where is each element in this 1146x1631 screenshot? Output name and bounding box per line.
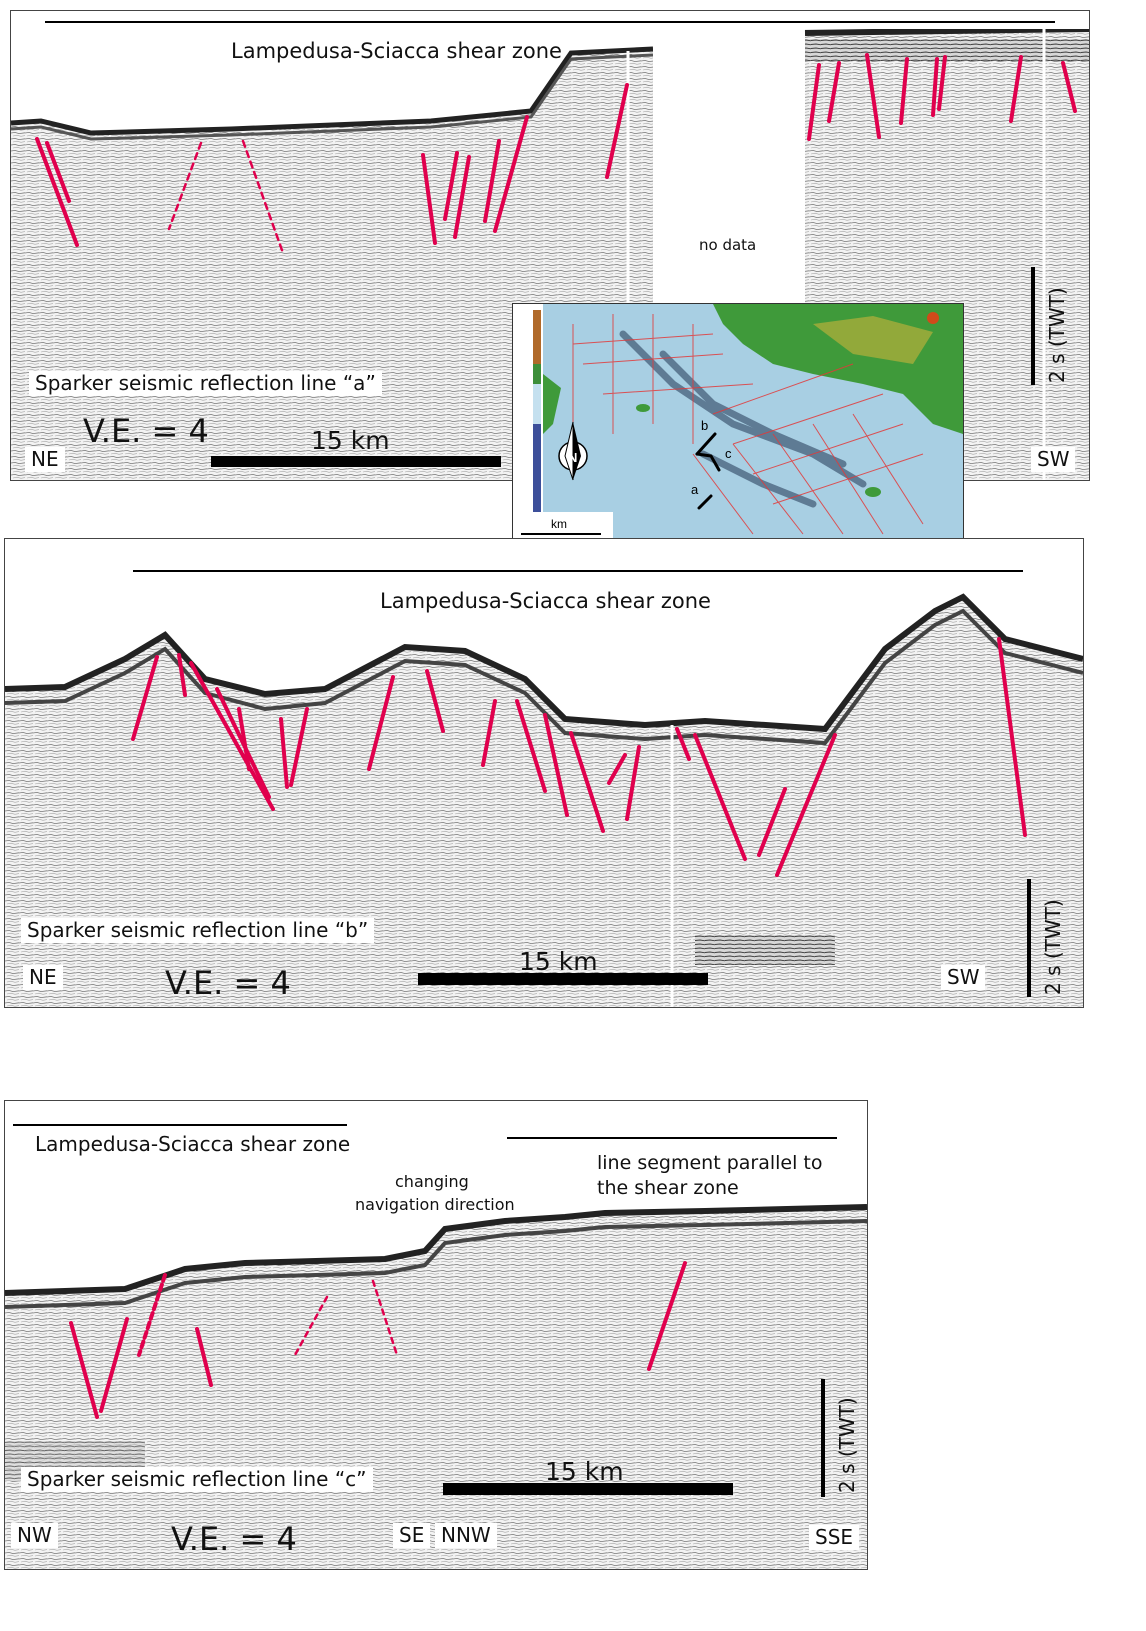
line-label-b: Sparker seismic reflection line “b” — [21, 918, 375, 943]
seismic-panel-c: Lampedusa-Sciacca shear zone changing na… — [4, 1100, 868, 1570]
north-arrow-icon: N — [558, 421, 588, 481]
shear-zone-line-b — [133, 570, 1023, 572]
inset-map-graphic: b c a N km — [513, 304, 963, 538]
direction-right-b: SW — [941, 965, 986, 990]
scale-bar-a — [211, 456, 501, 467]
ve-label-c: V.E. = 4 — [171, 1520, 297, 1558]
line-label-c: Sparker seismic reflection line “c” — [21, 1467, 373, 1492]
scale-label-c: 15 km — [545, 1457, 624, 1486]
twt-bar-a — [1031, 267, 1035, 385]
direction-nw: NW — [11, 1523, 58, 1548]
inset-line-label-b: b — [701, 418, 708, 433]
note-parallel-line1: line segment parallel to — [597, 1152, 823, 1174]
inset-line-label-c: c — [725, 446, 732, 461]
seafloor-a-left — [11, 46, 654, 136]
line-label-a: Sparker seismic reflection line “a” — [29, 371, 382, 396]
scale-bar-b — [418, 973, 708, 985]
faults-b — [131, 637, 1027, 877]
seafloor-b — [5, 593, 1083, 733]
inset-scale-unit: km — [551, 517, 567, 531]
water-column-b — [5, 539, 1083, 729]
svg-text:N: N — [568, 450, 577, 465]
note-changing-line1: changing — [395, 1172, 469, 1191]
shear-zone-line-c-right — [507, 1137, 837, 1139]
direction-se: SE — [393, 1523, 431, 1548]
twt-label-a: 2 s (TWT) — [1045, 287, 1069, 383]
no-data-gap — [653, 11, 805, 311]
seafloor-a-right — [804, 26, 1089, 36]
shear-zone-line-c-left — [13, 1124, 347, 1126]
note-changing-line2: navigation direction — [355, 1195, 515, 1214]
twt-bar-c — [821, 1379, 825, 1497]
direction-sse: SSE — [809, 1525, 860, 1550]
direction-right-a: SW — [1031, 447, 1076, 472]
survey-lines — [572, 314, 924, 535]
profile-lines — [695, 432, 721, 510]
ve-label-a: V.E. = 4 — [83, 412, 209, 450]
twt-label-c: 2 s (TWT) — [835, 1397, 859, 1493]
twt-bar-b — [1027, 879, 1031, 997]
shear-zone-title-b: Lampedusa-Sciacca shear zone — [380, 589, 711, 613]
direction-left-a: NE — [25, 447, 65, 472]
water-column-c — [5, 1101, 867, 1293]
direction-nnw: NNW — [435, 1523, 497, 1548]
scale-bar-c — [443, 1483, 733, 1495]
direction-left-b: NE — [23, 965, 63, 990]
africa-coast — [543, 374, 561, 434]
faults-c — [69, 1261, 687, 1419]
location-inset-map: b c a N km — [512, 303, 964, 539]
inset-line-label-a: a — [691, 482, 699, 497]
shear-zone-title-c: Lampedusa-Sciacca shear zone — [35, 1132, 351, 1156]
no-data-label: no data — [699, 236, 757, 254]
seismic-panel-b: Lampedusa-Sciacca shear zone Sparker sei… — [4, 538, 1084, 1008]
twt-label-b: 2 s (TWT) — [1041, 899, 1065, 995]
grabens — [619, 330, 867, 508]
scale-label-b: 15 km — [519, 947, 598, 976]
scale-label-a: 15 km — [311, 426, 390, 455]
shear-zone-title-a: Lampedusa-Sciacca shear zone — [231, 39, 562, 63]
shear-zone-line-a — [45, 21, 1055, 23]
seafloor-c — [5, 1204, 867, 1296]
faults-a — [35, 53, 1077, 255]
note-parallel-line2: the shear zone — [597, 1177, 739, 1199]
ve-label-b: V.E. = 4 — [165, 964, 291, 1002]
water-column-a-left — [11, 11, 653, 133]
